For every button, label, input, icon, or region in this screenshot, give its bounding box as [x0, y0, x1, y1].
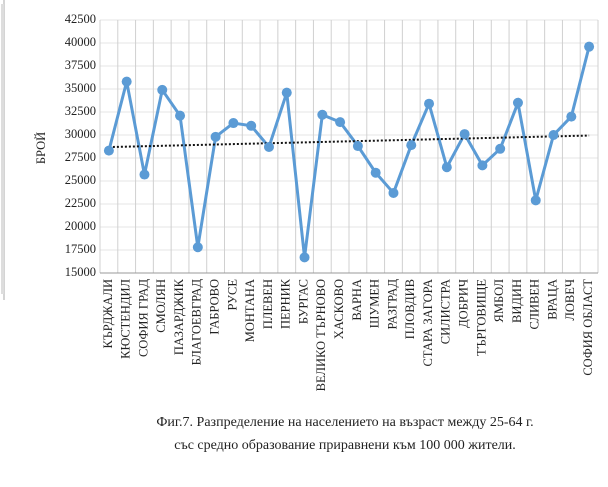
data-point: [263, 141, 274, 152]
x-tick-label: ПАЗАРДЖИК: [172, 278, 186, 355]
x-tick-label: ПЛЕВЕН: [261, 279, 275, 329]
y-tick-label: 30000: [65, 127, 96, 141]
y-tick-label: 27500: [65, 150, 96, 164]
data-point: [459, 129, 470, 140]
x-tick-label: ПЕРНИК: [279, 278, 293, 329]
x-tick-label: СМОЛЯН: [154, 279, 168, 333]
y-tick-label: 20000: [65, 219, 96, 233]
caption: със средно образование приравнени към 10…: [174, 438, 516, 453]
x-tick-label: ВЕЛИКО ТЪРНОВО: [314, 279, 328, 391]
x-tick-label: КЮСТЕНДИЛ: [119, 278, 133, 358]
data-point: [139, 169, 150, 180]
data-point: [228, 118, 239, 129]
caption: Фиг.7. Разпределение на населението на в…: [156, 415, 533, 430]
y-tick-label: 32500: [65, 104, 96, 118]
y-tick-label: 17500: [65, 242, 96, 256]
x-tick-label: ВАРНА: [350, 279, 364, 321]
x-tick-label: ЛОВЕЧ: [563, 279, 577, 321]
trend-line: [108, 134, 590, 149]
x-tick-label: РАЗГРАД: [385, 279, 399, 330]
x-tick-label: РУСЕ: [225, 279, 239, 311]
y-axis-label: БРОЙ: [34, 132, 48, 164]
y-tick-label: 15000: [65, 265, 96, 279]
x-tick-label: ДОБРИЧ: [456, 279, 470, 328]
y-tick-label: 42500: [65, 12, 96, 26]
x-tick-label: СОФИЯ ГРАД: [136, 279, 150, 357]
data-point: [370, 167, 381, 178]
y-tick-label: 40000: [65, 35, 96, 49]
data-point: [299, 252, 310, 263]
data-point: [103, 145, 114, 156]
data-point: [548, 130, 559, 140]
data-point: [406, 140, 417, 151]
data-point: [512, 97, 523, 108]
x-tick-label: ВИДИН: [510, 279, 524, 323]
x-tick-label: СИЛИСТРА: [439, 279, 453, 344]
data-point: [495, 143, 506, 154]
data-point: [175, 110, 186, 121]
x-tick-label: КЪРДЖАЛИ: [101, 279, 115, 348]
y-tick-label: 22500: [65, 196, 96, 210]
x-tick-label: СТАРА ЗАГОРА: [421, 279, 435, 367]
y-tick-label: 37500: [65, 58, 96, 72]
data-point: [157, 84, 168, 95]
data-point: [566, 111, 577, 122]
x-tick-label: СЛИВЕН: [528, 279, 542, 330]
data-line: [107, 46, 591, 258]
data-point: [530, 195, 541, 206]
data-point: [210, 131, 221, 142]
data-point: [584, 41, 595, 52]
x-tick-label: ТЪРГОВИЩЕ: [474, 279, 488, 356]
data-point: [424, 98, 435, 109]
data-point: [441, 162, 452, 173]
y-tick-label: 25000: [65, 173, 96, 187]
x-tick-label: ПЛОВДИВ: [403, 279, 417, 339]
x-tick-label: БУРГАС: [296, 279, 310, 324]
page-edge: [1, 4, 4, 294]
data-point: [246, 120, 257, 131]
x-tick-label: БЛАГОЕВГРАД: [190, 279, 204, 366]
x-tick-label: ЯМБОЛ: [492, 278, 506, 322]
x-tick-label: СОФИЯ ОБЛАСТ: [581, 279, 595, 376]
x-tick-label: ГАБРОВО: [207, 279, 221, 335]
x-tick-label: ВРАЦА: [545, 279, 559, 320]
y-tick-label: 35000: [65, 81, 96, 95]
x-tick-label: ХАСКОВО: [332, 279, 346, 339]
data-point: [192, 242, 203, 253]
data-point: [121, 76, 132, 87]
data-point: [317, 109, 328, 120]
x-tick-label: ШУМЕН: [368, 279, 382, 328]
x-tick-label: МОНТАНА: [243, 279, 257, 342]
data-point: [477, 160, 488, 171]
data-point: [352, 141, 363, 152]
data-point: [281, 87, 292, 98]
data-point: [388, 187, 399, 198]
data-point: [335, 117, 346, 128]
